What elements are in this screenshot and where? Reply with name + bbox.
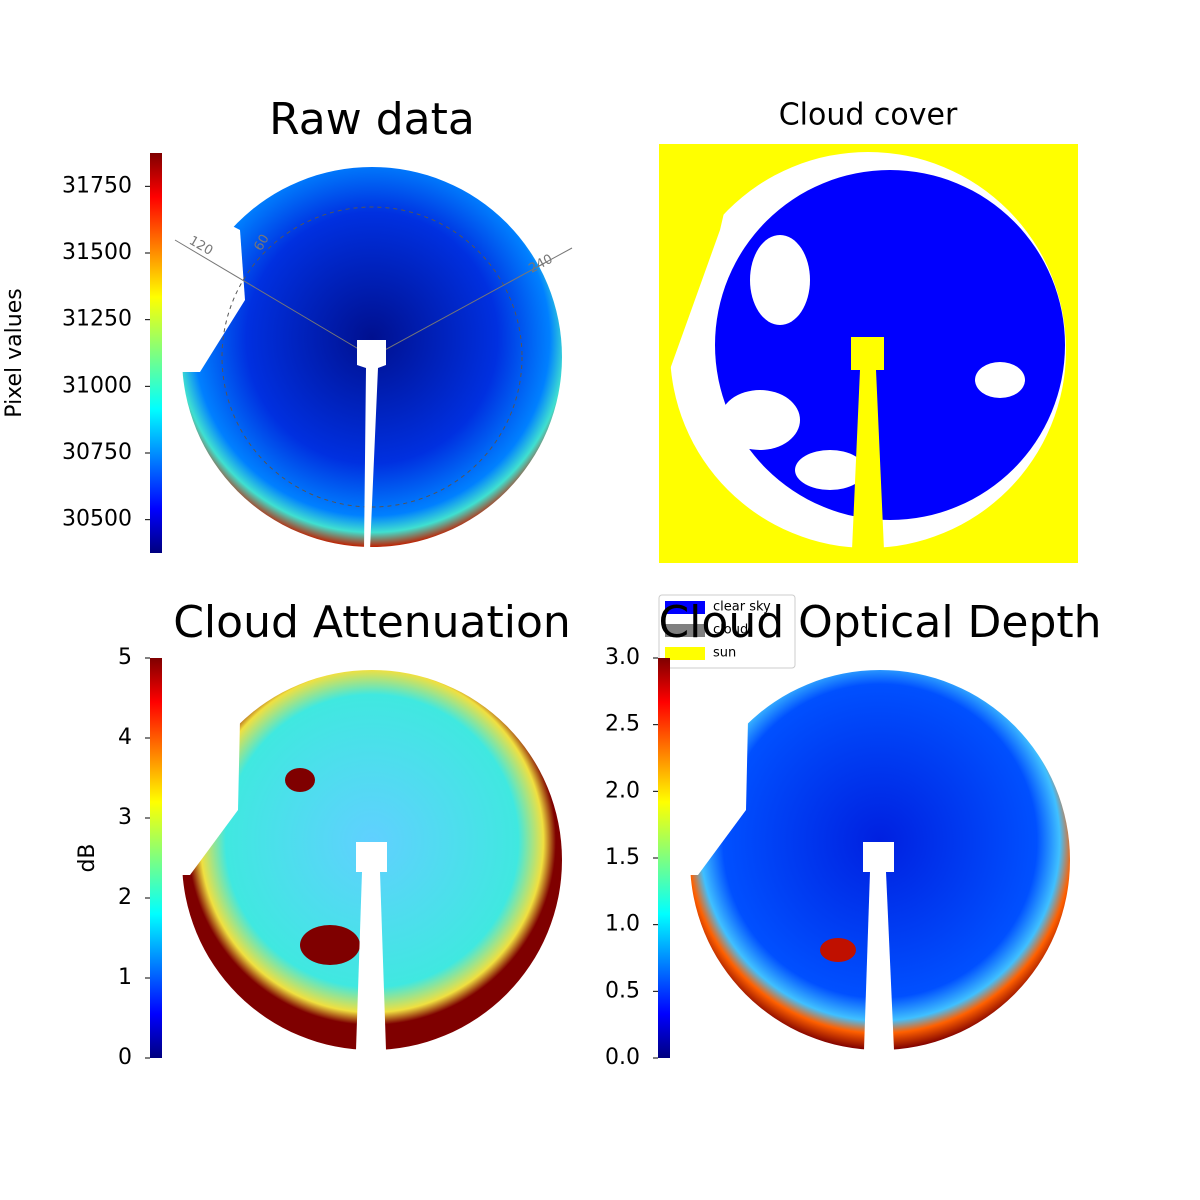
attenuation-image bbox=[182, 670, 562, 1050]
panel-title: Raw data bbox=[269, 94, 475, 145]
colorbar-tick-label: 30750 bbox=[62, 440, 132, 465]
colorbar bbox=[150, 658, 162, 1058]
colorbar-tick-label: 0 bbox=[118, 1045, 132, 1070]
colorbar-tick-label: 31000 bbox=[62, 373, 132, 398]
colorbar-tick-label: 31750 bbox=[62, 173, 132, 198]
legend-swatch bbox=[665, 647, 705, 660]
colorbar-tick-label: 1 bbox=[118, 965, 132, 990]
colorbar-tick-label: 2.5 bbox=[605, 712, 640, 737]
colorbar-tick-label: 0.0 bbox=[605, 1045, 640, 1070]
colorbar-tick-label: 5 bbox=[118, 645, 132, 670]
colorbar-tick-label: 3 bbox=[118, 805, 132, 830]
legend-swatch bbox=[665, 601, 705, 614]
raw-image bbox=[174, 167, 573, 550]
colorbar-label: dB bbox=[75, 843, 100, 872]
panel-title: Cloud Attenuation bbox=[173, 597, 571, 648]
colorbar-tick-label: 2.0 bbox=[605, 778, 640, 803]
cloud-cover-image bbox=[659, 144, 1078, 563]
legend-swatch bbox=[665, 624, 705, 637]
panel-title: Cloud cover bbox=[779, 98, 958, 133]
colorbar bbox=[150, 153, 162, 553]
colorbar bbox=[658, 658, 670, 1058]
colorbar-tick-label: 30500 bbox=[62, 507, 132, 532]
colorbar-tick-label: 0.5 bbox=[605, 978, 640, 1003]
legend-label: clear sky bbox=[713, 600, 771, 615]
colorbar-label: Pixel values bbox=[2, 288, 27, 417]
legend-label: sun bbox=[713, 646, 736, 661]
colorbar-tick-label: 31500 bbox=[62, 240, 132, 265]
optical-depth-image bbox=[690, 670, 1070, 1050]
colorbar-tick-label: 1.0 bbox=[605, 912, 640, 937]
colorbar-tick-label: 1.5 bbox=[605, 845, 640, 870]
colorbar-tick-label: 2 bbox=[118, 885, 132, 910]
panel-title: Cloud Optical Depth bbox=[658, 597, 1101, 648]
angle-annotation: 60 bbox=[252, 232, 273, 254]
colorbar-tick-label: 3.0 bbox=[605, 645, 640, 670]
legend-label: cloud bbox=[713, 623, 748, 638]
colorbar-tick-label: 31250 bbox=[62, 307, 132, 332]
colorbar-tick-label: 4 bbox=[118, 725, 132, 750]
